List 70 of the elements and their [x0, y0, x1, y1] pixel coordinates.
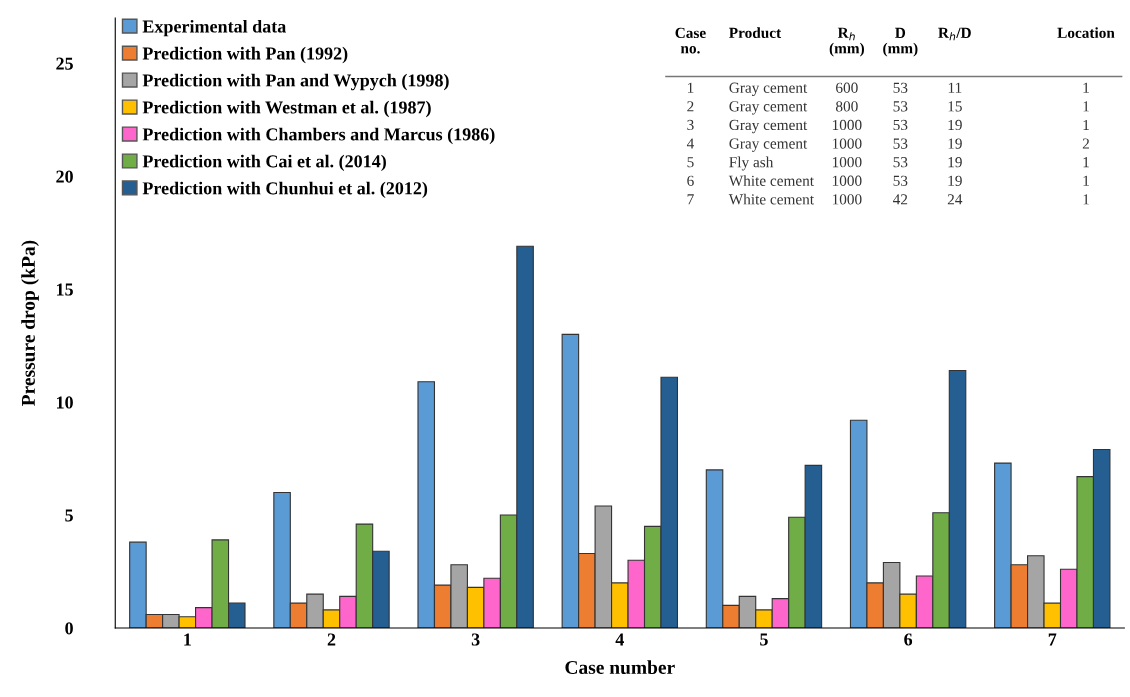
annotation: 1000 [832, 119, 862, 131]
annotation: 19 [948, 175, 962, 186]
annotation: 1 [1083, 119, 1089, 130]
x-tick-label: 7 [1048, 633, 1057, 646]
legend-label: Prediction with Pan and Wypych (1998) [142, 73, 449, 91]
annotation: 1 [1083, 194, 1089, 205]
annotation: 600 [836, 82, 858, 93]
annotation: Gray cement [729, 138, 808, 152]
annotation: 53 [893, 175, 908, 186]
annotation: 800 [835, 101, 858, 112]
annotation: 2 [1082, 138, 1089, 149]
annotation: 1 [1083, 175, 1089, 186]
y-tick-label: 15 [56, 283, 73, 296]
annotation: R$_{h}$/D [938, 27, 971, 41]
x-tick-label: 6 [904, 633, 913, 646]
y-tick-label: 25 [56, 57, 73, 70]
y-tick-label: 5 [65, 509, 73, 522]
legend-label: Experimental data [142, 19, 286, 37]
annotation: 11 [948, 82, 962, 93]
annotation: 15 [948, 101, 962, 112]
annotation: 4 [686, 138, 695, 149]
annotation: 1000 [832, 138, 862, 149]
y-axis-title: Pressure drop (kPa) [21, 240, 39, 406]
y-tick-label: 10 [56, 396, 73, 409]
x-tick-label: 2 [327, 633, 336, 646]
annotation: 53 [893, 138, 908, 149]
annotation: 6 [687, 175, 694, 186]
annotation: Location [1057, 27, 1115, 39]
annotation: 1 [1083, 157, 1089, 168]
legend-label: Prediction with Cai et al. (2014) [142, 154, 386, 172]
legend-label: Prediction with Westman et al. (1987) [142, 100, 431, 118]
y-tick-label: 0 [65, 622, 73, 635]
legend-label: Prediction with Chunhui et al. (2012) [142, 181, 428, 199]
annotation: Gray cement [729, 101, 808, 115]
annotation: 3 [687, 119, 694, 131]
annotation: White cement [728, 175, 814, 186]
annotation: Gray cement [729, 119, 808, 134]
annotation: 53 [893, 82, 908, 93]
annotation: 5 [687, 157, 694, 168]
legend-label: Prediction with Pan (1992) [142, 46, 348, 64]
annotation: 19 [948, 119, 962, 131]
annotation: 7 [687, 194, 694, 205]
annotation: 1 [1083, 101, 1089, 112]
annotation: 1 [1083, 82, 1089, 93]
x-tick-label: 4 [615, 633, 624, 646]
annotation: 1000 [832, 157, 862, 168]
annotation: 19 [948, 157, 962, 168]
annotation: 19 [948, 138, 962, 149]
annotation: Gray cement [729, 82, 808, 97]
annotation: 2 [687, 101, 694, 112]
annotation: White cement [728, 193, 814, 205]
annotation: 1000 [832, 194, 862, 205]
annotation: 53 [893, 119, 908, 131]
annotation: 1000 [832, 175, 862, 186]
annotation: 53 [893, 157, 908, 168]
annotation: R$_{h}$ (mm) [829, 27, 864, 57]
annotation: Product [729, 27, 782, 39]
annotation: 42 [892, 194, 908, 205]
annotation: D (mm) [883, 27, 918, 57]
annotation: Case no. [675, 27, 706, 54]
x-axis-title: Case number [565, 660, 675, 675]
legend-label: Prediction with Chambers and Marcus (1986) [142, 127, 495, 145]
annotation: 53 [893, 101, 908, 112]
annotation: Fly ash [729, 156, 774, 171]
x-tick-label: 1 [184, 633, 191, 646]
annotation: 24 [947, 194, 963, 205]
annotation: 1 [687, 82, 694, 93]
x-tick-label: 3 [471, 633, 480, 646]
y-tick-label: 20 [56, 170, 73, 183]
x-tick-label: 5 [760, 633, 768, 646]
